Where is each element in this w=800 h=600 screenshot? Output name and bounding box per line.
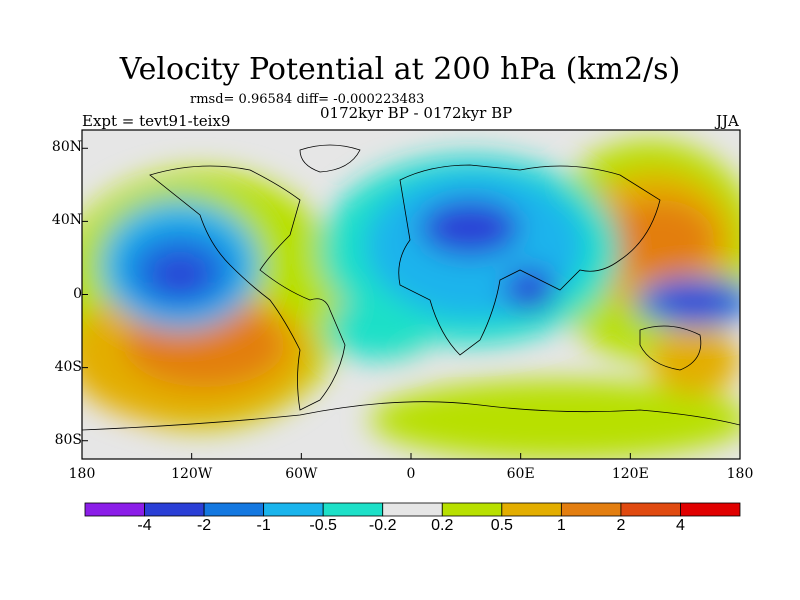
colorbar-swatch: [501, 502, 562, 517]
colorbar-swatch: [680, 502, 741, 517]
colorbar-label: 4: [676, 517, 685, 534]
rmsd-annotation: rmsd= 0.96584 diff= -0.000223483: [190, 92, 425, 107]
x-tick-label: 60E: [506, 466, 535, 482]
y-tick-label: 80N: [51, 139, 82, 156]
colorbar: [84, 502, 741, 517]
colorbar-label: -2: [196, 517, 212, 534]
axis-ticks: [81, 147, 741, 459]
greenland-coastline: [299, 144, 361, 173]
chart-title: Velocity Potential at 200 hPa (km2/s): [119, 52, 681, 87]
colorbar-swatch: [382, 502, 443, 517]
y-tick-label: 40N: [51, 212, 82, 229]
green-band-south: [370, 380, 740, 459]
asia-positive-core: [605, 200, 715, 280]
y-tick-label: 80S: [54, 431, 82, 448]
season-label: JJA: [716, 112, 739, 130]
x-tick-label: 180: [726, 466, 754, 482]
eurasia-africa-coastline: [398, 164, 661, 356]
colorbar-swatch: [203, 502, 265, 517]
pacific-negative-core: [150, 255, 210, 295]
antarctica-coastline: [82, 401, 740, 431]
mediterranean-negative-core: [420, 200, 520, 256]
colorbar-label: 0.2: [431, 517, 454, 534]
x-tick-label: 180: [68, 466, 96, 482]
colorbar-label: 2: [616, 517, 626, 534]
y-tick-label: 0: [73, 285, 82, 302]
x-tick-label: 60W: [285, 466, 318, 482]
colorbar-label: 1: [556, 517, 566, 534]
colorbar-label: -1: [256, 517, 271, 534]
smoothed-fields: [82, 140, 740, 459]
y-tick-label: 40S: [54, 358, 82, 375]
colorbar-label: -4: [137, 517, 152, 534]
colorbar-swatch: [560, 502, 622, 517]
coastlines: [82, 144, 740, 431]
colorbar-swatch: [322, 502, 384, 517]
south-atlantic-negative: [325, 300, 435, 360]
colorbar-label: -0.5: [309, 517, 337, 534]
x-tick-label: 0: [406, 466, 416, 482]
australia-coastline: [639, 325, 702, 371]
x-tick-label: 120W: [171, 466, 213, 482]
x-tick-label: 120E: [611, 466, 649, 482]
colorbar-swatch: [144, 502, 205, 517]
colorbar-swatch: [441, 502, 503, 517]
colorbar-swatch: [620, 502, 681, 517]
experiment-label: Expt = tevt91-teix9: [82, 112, 231, 130]
indian-ocean-negative-core: [505, 268, 555, 312]
west-pacific-negative-core: [655, 288, 735, 316]
colorbar-label: 0.5: [490, 517, 513, 534]
colorbar-label: -0.2: [368, 517, 397, 534]
contour-fill: [82, 130, 740, 459]
colorbar-swatch: [84, 502, 145, 517]
period-label: 0172kyr BP - 0172kyr BP: [320, 104, 513, 122]
colorbar-swatch: [263, 502, 324, 517]
americas-coastline: [149, 165, 346, 411]
